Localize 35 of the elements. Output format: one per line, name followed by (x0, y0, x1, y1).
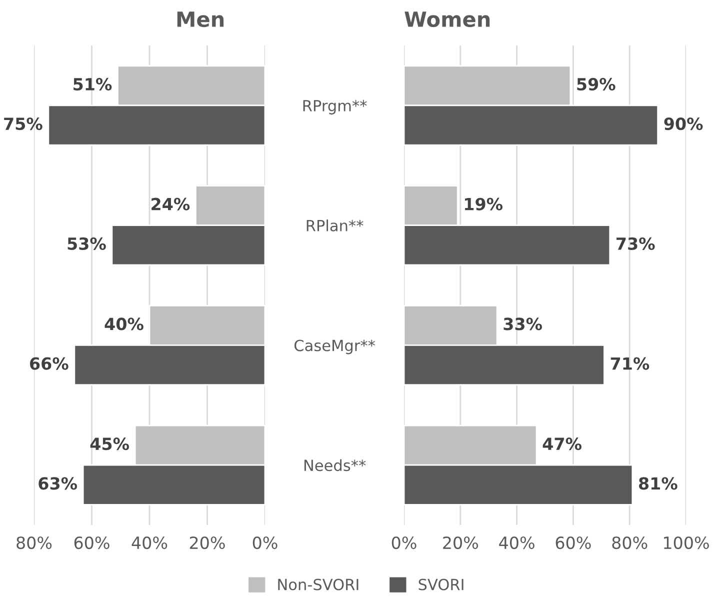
x-tick-label: 40% (499, 536, 534, 550)
data-label: 81% (638, 477, 678, 490)
x-tick-label: 80% (612, 536, 648, 550)
chart-title: Men (177, 12, 224, 28)
x-tick-label: 40% (132, 536, 168, 550)
x-tick-label: 20% (443, 536, 478, 550)
x-tick-label: 60% (74, 536, 110, 550)
data-label: 59% (577, 78, 616, 91)
data-label: 45% (90, 438, 129, 450)
y-tick-label: CaseMgr** (294, 340, 376, 354)
y-tick-label: Needs** (304, 459, 366, 472)
x-tick-label: 100% (664, 536, 709, 550)
data-label: 75% (4, 117, 42, 130)
data-label: 47% (542, 438, 582, 450)
x-tick-label: 0% (392, 536, 416, 550)
y-tick-label: RPrgm** (303, 100, 367, 114)
x-tick-label: 20% (190, 536, 225, 550)
data-label: 53% (68, 237, 106, 250)
legend-label: Non-SVORI (278, 578, 358, 590)
data-label: 90% (664, 117, 703, 130)
data-label: 19% (465, 198, 502, 210)
legend-label: SVORI (418, 578, 464, 590)
x-tick-label: 0% (252, 536, 278, 550)
data-label: 24% (152, 198, 190, 210)
chart-title: Women (404, 12, 490, 28)
data-label: 71% (610, 357, 650, 370)
data-label: 51% (74, 78, 112, 91)
data-label: 66% (30, 357, 68, 370)
data-label: 63% (38, 477, 77, 490)
x-tick-label: 80% (16, 536, 52, 550)
data-label: 73% (616, 237, 655, 250)
data-label: 33% (504, 318, 542, 330)
y-tick-label: RPlan** (306, 220, 364, 232)
data-label: 40% (104, 318, 144, 330)
x-tick-label: 60% (556, 536, 591, 550)
